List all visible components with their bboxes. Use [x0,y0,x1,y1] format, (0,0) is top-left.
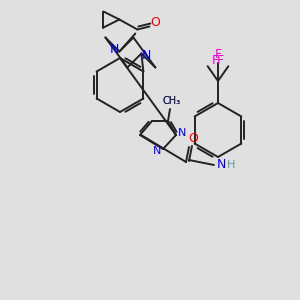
Text: CH₃: CH₃ [163,96,181,106]
Text: N: N [153,146,161,156]
Text: N: N [110,43,119,56]
Text: F: F [217,54,224,67]
Text: N: N [178,128,186,138]
Text: O: O [150,16,160,29]
Text: F: F [212,54,219,67]
Text: CH₃: CH₃ [163,96,181,106]
Text: H: H [227,160,235,170]
Text: N: N [142,49,151,62]
Text: N: N [216,158,226,172]
Text: F: F [214,49,222,62]
Text: O: O [188,133,198,146]
